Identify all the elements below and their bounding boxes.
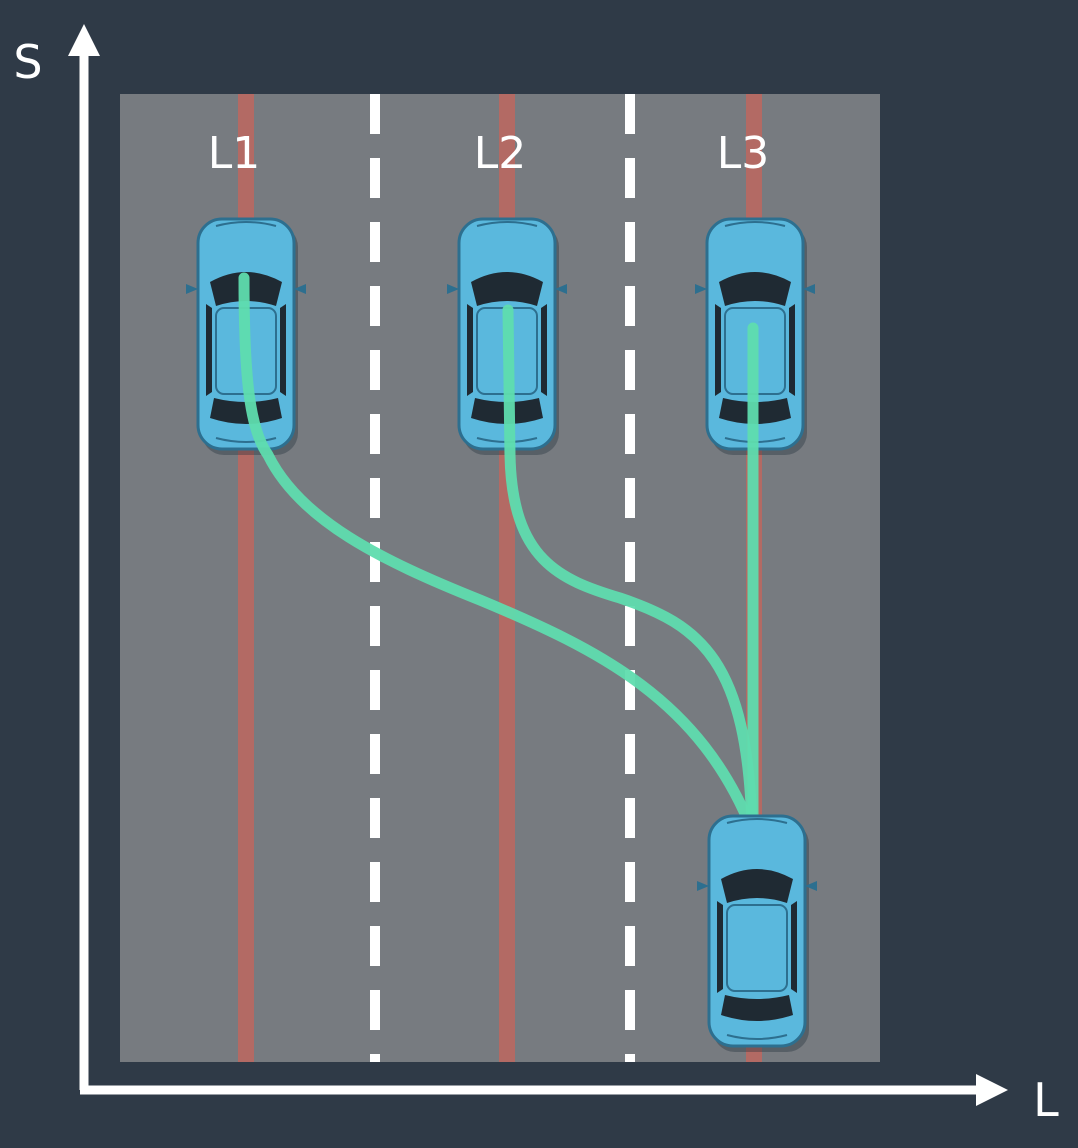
s-axis-label: S [13,35,42,89]
trajectory-to-l1 [238,272,758,836]
trajectory-to-l2 [502,304,758,836]
lane-label-l2: L2 [474,128,527,179]
s-axis-arrow-icon [68,24,100,56]
ego-car [695,814,819,1054]
l-axis-label: L [1033,1073,1059,1127]
lane-label-l1: L1 [208,128,261,179]
l-axis-arrow-icon [976,1074,1008,1106]
lane-label-l3: L3 [717,128,770,179]
